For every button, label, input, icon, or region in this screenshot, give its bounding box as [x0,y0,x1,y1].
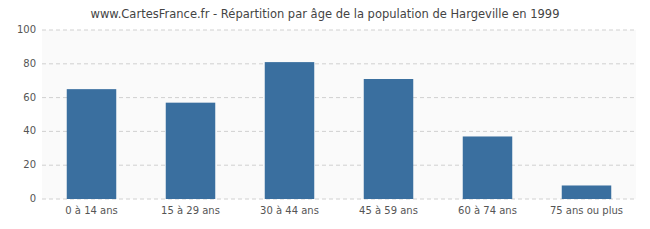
grid-line [42,199,636,200]
grid-line [42,97,636,98]
y-axis: 0 20 40 60 80 100 [17,24,636,204]
title: www.CartesFrance.fr - Répartition par âg… [91,7,560,21]
grid-line [42,131,636,132]
bar [166,103,216,199]
bar [67,89,117,199]
bar [364,79,414,199]
y-tick-label: 80 [23,58,36,69]
x-tick-label: 60 à 74 ans [458,205,517,216]
y-tick-label: 100 [17,24,36,35]
plot-area [42,30,636,199]
x-tick-label: 45 à 59 ans [359,205,418,216]
grid-line [42,30,636,31]
bar [265,62,315,199]
bar [463,136,513,199]
x-tick-label: 0 à 14 ans [65,205,117,216]
y-tick-label: 0 [30,193,36,204]
x-axis: 0 à 14 ans 15 à 29 ans 30 à 44 ans 45 à 59 … [65,205,623,216]
y-tick-label: 60 [23,92,36,103]
grid-line [42,165,636,166]
background [0,0,650,229]
grid-line [42,63,636,64]
chart: 0 20 40 60 80 100 0 à 14 ans 15 à 29 ans 30 à 44… [0,0,650,229]
x-tick-label: 15 à 29 ans [161,205,220,216]
bar [562,185,612,199]
y-tick-label: 20 [23,159,36,170]
bars [67,62,612,199]
x-tick-label: 30 à 44 ans [260,205,319,216]
y-tick-label: 40 [23,125,36,136]
x-tick-label: 75 ans ou plus [550,205,623,216]
